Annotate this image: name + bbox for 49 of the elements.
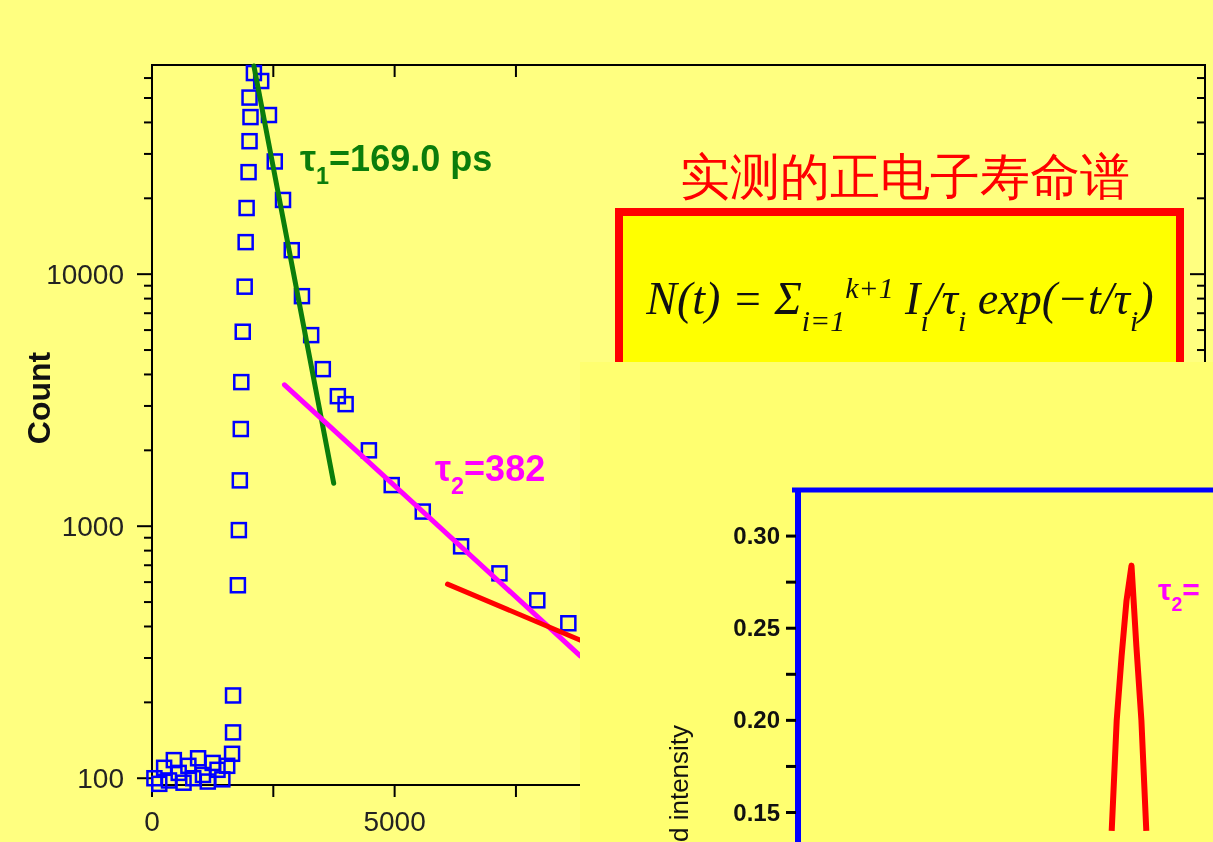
x-tick-label: 5000 [363,806,426,837]
point [199,773,217,790]
point [240,163,257,181]
point [189,750,207,767]
point [155,759,173,777]
y-tick-label: 10000 [46,259,124,291]
annotation: τ$_{2}$=382 [435,448,546,499]
point [160,772,178,789]
point [234,323,251,340]
text: N(t) = Σ$_{i=1}$$^{k+1}$ I$_{i}$/τ$_{i}$ exp(−t/τ$_{i}$) [646,270,1154,337]
point [230,521,248,539]
point [314,360,332,378]
point [175,774,192,791]
point [165,751,183,769]
point [194,766,212,784]
y-tick-label: 0.20 [733,706,780,734]
point [337,395,354,413]
y-tick-label: 1000 [61,511,124,543]
annotation: τ$_{1}$=169.0 ps [300,138,493,189]
y-tick-label: 0.15 [733,798,780,826]
y-tick-label: 0.30 [733,522,780,550]
point [241,89,258,106]
point [224,687,242,704]
y-tick-label: 0.25 [733,614,780,642]
point [233,373,250,391]
y-tick-label: 100 [77,763,124,795]
point [209,761,226,779]
point [236,278,253,295]
point [242,108,259,126]
point [229,577,247,594]
point [238,199,255,217]
text: 实测的正电子寿命谱 [680,149,1130,205]
annotation: τ$_{2}$= [1158,573,1200,615]
point [237,233,254,251]
point [223,745,241,763]
point [151,775,168,793]
point [180,757,197,775]
point [224,724,242,741]
point [146,769,163,787]
point [329,387,347,405]
point [241,132,258,150]
y-axis-title: Count [21,351,57,445]
point [231,472,249,489]
point [529,592,546,609]
point [560,615,577,632]
point [218,757,236,775]
x-tick-label: 0 [144,806,160,837]
y-axis-title: d intensity [664,724,694,842]
point [232,420,250,438]
